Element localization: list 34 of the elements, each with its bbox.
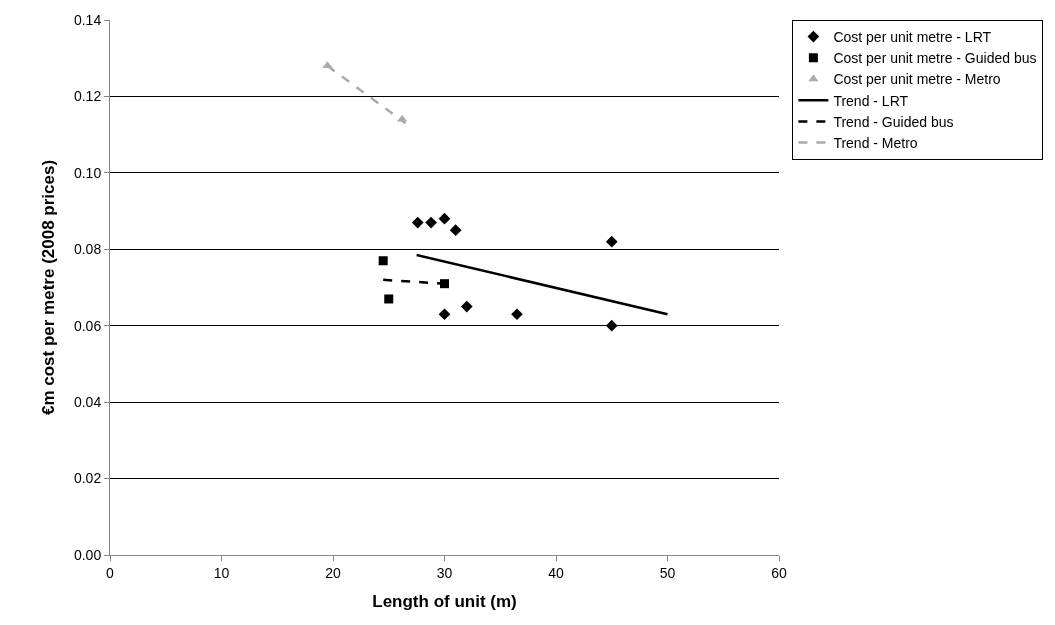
point <box>605 235 618 248</box>
legend-label: Trend - Metro <box>833 135 918 152</box>
point <box>449 224 462 237</box>
x-tick-label: 30 <box>436 564 453 581</box>
y-tick-label: 0.04 <box>73 394 102 411</box>
y-tick-label: 0.08 <box>73 241 102 258</box>
point <box>425 216 437 229</box>
legend-label: Cost per unit metre - Guided bus <box>833 50 1037 67</box>
point <box>460 300 473 313</box>
point <box>605 319 618 332</box>
y-tick-label: 0.02 <box>73 470 102 487</box>
y-tick-label: 0.14 <box>73 11 102 28</box>
y-tick-label: 0.06 <box>73 317 102 334</box>
y-axis-title: €m cost per metre (2008 prices) <box>38 159 58 416</box>
point <box>438 308 451 321</box>
point <box>384 294 394 304</box>
x-tick-label: 20 <box>325 564 341 581</box>
x-tick-label: 40 <box>548 564 564 581</box>
x-tick-label: 60 <box>771 564 787 581</box>
legend-label: Trend - Guided bus <box>833 113 954 130</box>
y-tick-label: 0.10 <box>73 164 102 181</box>
x-axis-title: Length of unit (m) <box>372 592 517 612</box>
y-tick-label: 0.00 <box>73 546 102 563</box>
x-tick-label: 0 <box>106 564 115 581</box>
x-tick-label: 50 <box>659 564 676 581</box>
point <box>378 256 388 266</box>
legend-label: Trend - LRT <box>833 92 909 109</box>
x-tick-label: 10 <box>213 564 230 581</box>
point <box>438 212 451 225</box>
legend-label: Cost per unit metre - LRT <box>833 29 992 46</box>
point <box>511 308 523 321</box>
y-tick-label: 0.12 <box>73 88 102 105</box>
legend-label: Cost per unit metre - Metro <box>833 71 1001 88</box>
point <box>411 216 424 229</box>
